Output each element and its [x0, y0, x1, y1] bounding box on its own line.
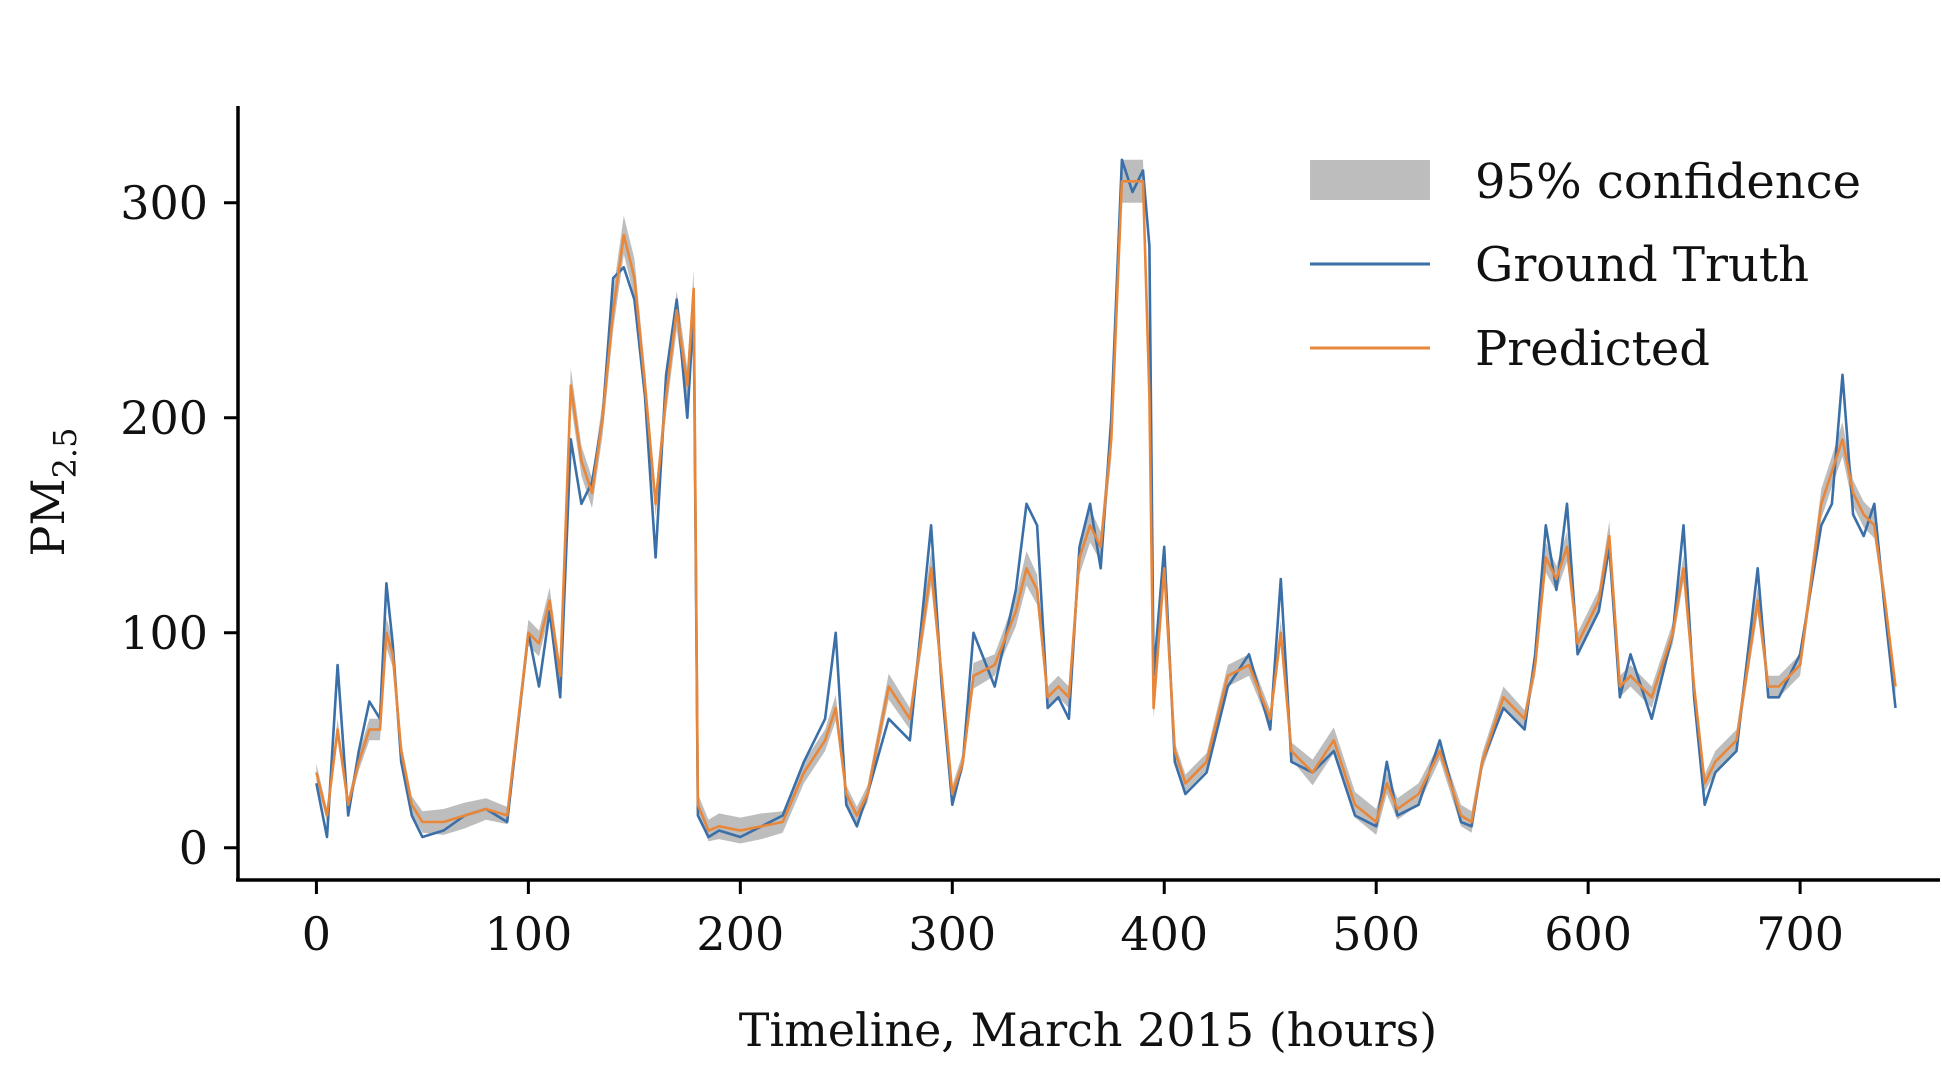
- legend-predicted-label: Predicted: [1475, 321, 1710, 377]
- x-tick-label: 700: [1756, 907, 1844, 961]
- y-axis-title-main: PM: [21, 478, 75, 556]
- x-tick-label: 600: [1544, 907, 1632, 961]
- svg-text:PM2.5: PM2.5: [21, 428, 84, 557]
- y-tick-label: 0: [179, 821, 208, 875]
- x-ticks: 0 100 200 300 400 500 600 700: [302, 880, 1844, 961]
- predicted-line: [315, 180, 1897, 832]
- y-tick-label: 200: [120, 391, 208, 445]
- x-tick-label: 400: [1120, 907, 1208, 961]
- x-tick-label: 500: [1332, 907, 1420, 961]
- y-tick-label: 300: [120, 176, 208, 230]
- legend-confidence-swatch: [1310, 160, 1430, 200]
- series-group: [315, 158, 1897, 839]
- x-axis-title: Timeline, March 2015 (hours): [739, 1003, 1437, 1057]
- legend: 95% confidence Ground Truth Predicted: [1310, 154, 1861, 377]
- y-ticks: 0 100 200 300: [120, 176, 238, 875]
- y-axis-title-subscript: 2.5: [46, 428, 84, 479]
- y-axis-title: PM2.5: [21, 428, 84, 557]
- legend-ground-truth-label: Ground Truth: [1475, 237, 1809, 293]
- y-tick-label: 100: [120, 606, 208, 660]
- x-tick-label: 100: [484, 907, 572, 961]
- legend-confidence-label: 95% confidence: [1475, 154, 1861, 210]
- x-tick-label: 0: [302, 907, 331, 961]
- x-tick-label: 200: [696, 907, 784, 961]
- x-tick-label: 300: [908, 907, 996, 961]
